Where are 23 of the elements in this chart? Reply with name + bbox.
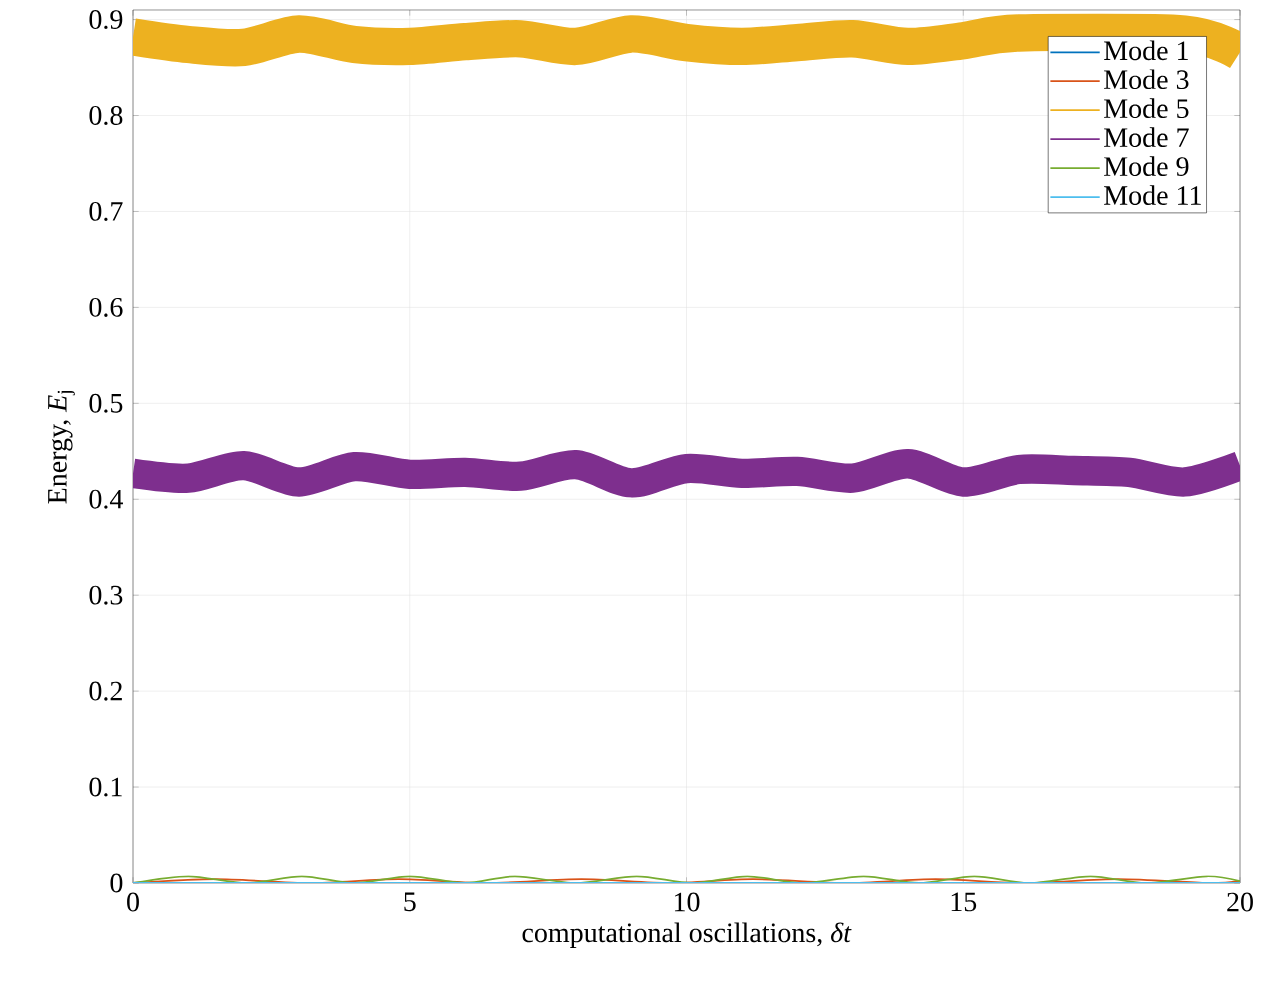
legend-label: Mode 1	[1104, 40, 1188, 61]
x-tick-label: 20	[1227, 892, 1253, 912]
x-axis-title: computational oscillations, δt	[522, 922, 852, 948]
y-tick-label: 0.9	[89, 10, 123, 30]
y-tick-label: 0.6	[89, 297, 123, 317]
legend-label: Mode 3	[1104, 69, 1189, 90]
y-tick-label: 0.8	[89, 106, 123, 126]
y-tick-label: 0.5	[89, 393, 123, 413]
legend-label: Mode 9	[1104, 156, 1189, 176]
y-tick-label: 0.4	[89, 489, 123, 509]
x-tick-label: 5	[404, 892, 416, 912]
legend-label: Mode 7	[1104, 127, 1189, 148]
x-tick-label: 10	[674, 892, 700, 912]
x-tick-label: 15	[951, 892, 977, 912]
legend-label: Mode 11	[1104, 185, 1201, 205]
y-tick-label: 0.7	[89, 201, 123, 221]
y-tick-label: 0	[110, 873, 123, 893]
y-tick-label: 0.1	[89, 777, 122, 797]
legend-label: Mode 5	[1104, 98, 1189, 119]
y-tick-label: 0.3	[89, 585, 123, 605]
x-tick-label: 0	[127, 892, 139, 912]
y-tick-label: 0.2	[89, 681, 122, 701]
y-axis-title: Energy, E$_{j}$	[48, 390, 75, 504]
